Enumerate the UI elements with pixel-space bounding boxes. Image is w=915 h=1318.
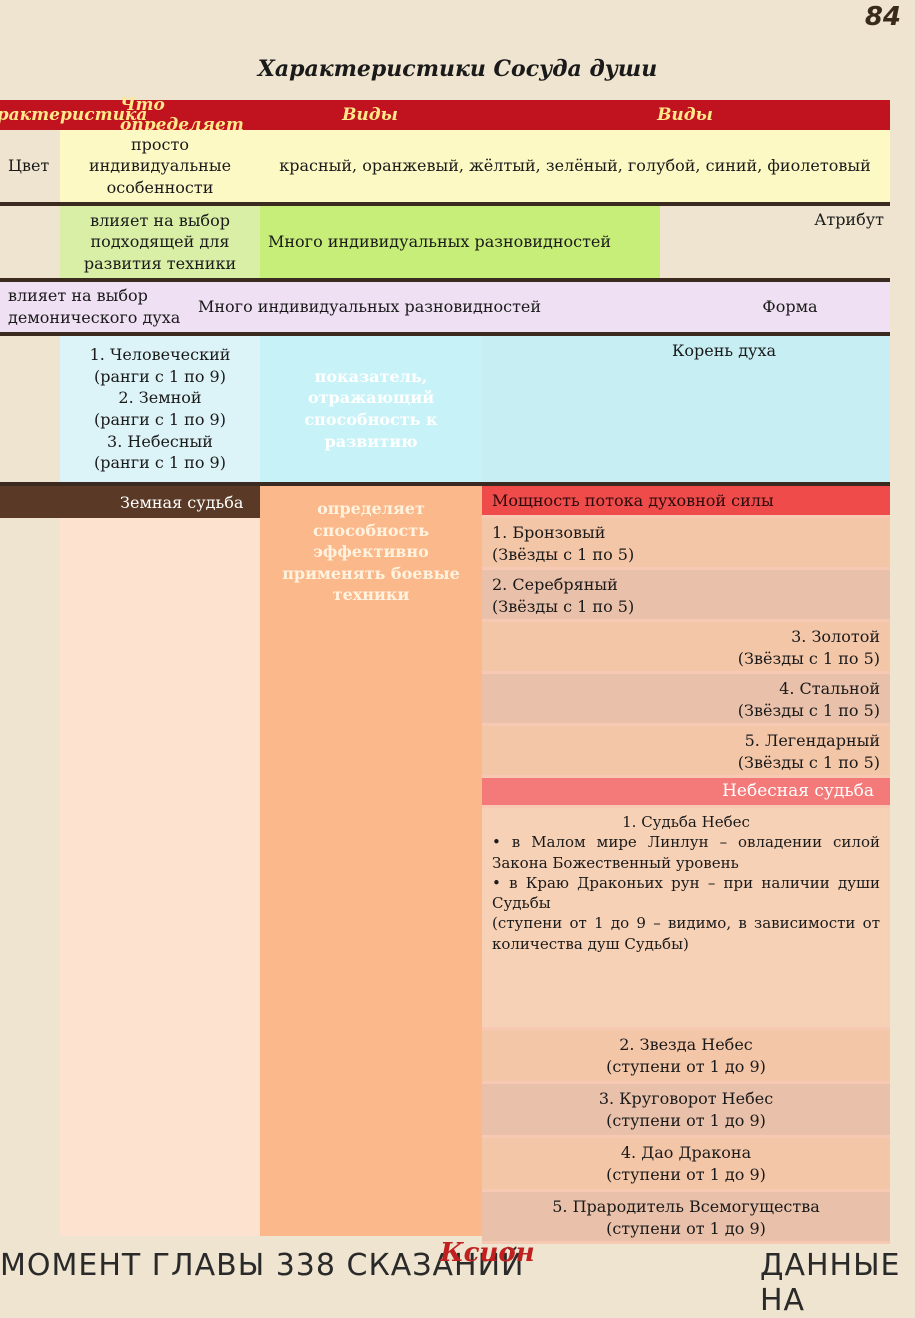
row-name-color: Цвет xyxy=(0,130,60,202)
fate-middle-column: определяет способность эффективно примен… xyxy=(260,486,482,1236)
fate-power-name: Мощность потока духовной силы xyxy=(492,490,774,510)
row-determines-root: показатель, отражающий способность к раз… xyxy=(260,336,482,482)
row-name-root: Корень духа xyxy=(482,336,890,482)
fate-left-column xyxy=(60,518,262,1236)
header-kinds: Виды xyxy=(342,105,398,125)
earth-kind-3: 3. Золотой (Звёзды с 1 по 5) xyxy=(482,622,890,674)
row-determines-form: влияет на выбор демонического духа xyxy=(0,282,190,332)
table-header: Характеристика Что определяет Виды Виды xyxy=(0,95,890,135)
fate-determines: определяет способность эффективно примен… xyxy=(282,499,460,605)
table-row-attribute: влияет на выбор подходящей для развития … xyxy=(0,206,890,282)
root-kind-3: 3. Небесный (ранги с 1 по 9) xyxy=(94,431,226,473)
row-determines-attribute: влияет на выбор подходящей для развития … xyxy=(60,206,260,278)
earth-kind-5: 5. Легендарный (Звёзды с 1 по 5) xyxy=(482,726,890,778)
header-determines: Что определяет xyxy=(120,95,244,135)
footer-logo: Ксион xyxy=(440,1238,535,1268)
celestial-kind-5: 5. Прародитель Всемогущества (ступени от … xyxy=(482,1192,890,1244)
page-title: Характеристики Сосуда души xyxy=(257,56,658,82)
footer-right-text: ДАННЫЕ НА xyxy=(760,1248,901,1318)
root-kind-2: 2. Земной (ранги с 1 по 9) xyxy=(94,388,226,429)
row-name-form: Форма xyxy=(690,282,890,332)
earth-kind-2: 2. Серебряный (Звёзды с 1 по 5) xyxy=(482,570,890,622)
header-kinds-alt: Виды xyxy=(657,105,713,125)
earth-head-label: Земная судьба xyxy=(120,492,244,512)
earth-kind-4: 4. Стальной (Звёзды с 1 по 5) xyxy=(482,674,890,726)
root-kind-1: 1. Человеческий (ранги с 1 по 9) xyxy=(89,345,231,386)
row-name-attribute: Атрибут xyxy=(814,210,884,229)
row-name-attribute-spacer xyxy=(0,206,60,278)
header-characteristic: Характеристика xyxy=(0,105,148,125)
table-row-form: влияет на выбор демонического духа Много… xyxy=(0,282,890,336)
fate-right-column: Мощность потока духовной силы 1. Бронзов… xyxy=(482,486,890,1244)
celestial-kind-3: 3. Круговорот Небес (ступени от 1 до 9) xyxy=(482,1084,890,1138)
row-kinds-color: красный, оранжевый, жёлтый, зелёный, гол… xyxy=(260,130,890,202)
row-determines-root-left xyxy=(0,336,60,482)
table-row-root: 1. Человеческий (ранги с 1 по 9) 2. Земно… xyxy=(0,336,890,486)
row-kinds-form: Много индивидуальных разновидностей xyxy=(190,282,690,332)
celestial-kind-1: 1. Судьба Небес • в Малом мире Линлун – … xyxy=(482,808,890,1030)
celestial-kind-4: 4. Дао Дракона (ступени от 1 до 9) xyxy=(482,1138,890,1192)
page-number: 84 xyxy=(864,2,901,32)
fate-power-head: Мощность потока духовной силы xyxy=(482,486,890,518)
table-row-color: Цвет просто индивидуальные особенности к… xyxy=(0,130,890,206)
row-determines-color: просто индивидуальные особенности xyxy=(60,130,260,202)
footer-left-text: МОМЕНТ ГЛАВЫ 338 СКАЗАНИЙ xyxy=(0,1248,525,1283)
row-kinds-root: 1. Человеческий (ранги с 1 по 9) 2. Земно… xyxy=(60,336,260,482)
celestial-kind-2: 2. Звезда Небес (ступени от 1 до 9) xyxy=(482,1030,890,1084)
row-kinds-attribute: Много индивидуальных разновидностей xyxy=(260,206,660,278)
footer: МОМЕНТ ГЛАВЫ 338 СКАЗАНИЙ Ксион ДАННЫЕ Н… xyxy=(0,1232,915,1318)
celestial-head: Небесная судьба xyxy=(482,778,890,808)
fate-block: Земная судьба определяет способность эфф… xyxy=(0,486,890,1244)
earth-kind-1: 1. Бронзовый (Звёзды с 1 по 5) xyxy=(482,518,890,570)
